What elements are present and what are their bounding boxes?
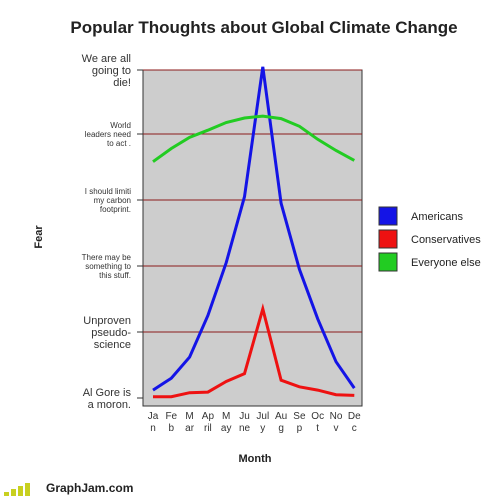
x-tick-label: Ja n xyxy=(148,411,159,434)
x-axis-title: Month xyxy=(239,453,272,465)
legend-swatch xyxy=(378,229,398,249)
footer: GraphJam.com xyxy=(0,478,504,497)
x-tick-label: Au g xyxy=(275,411,287,434)
legend-label: Conservatives xyxy=(411,234,481,246)
plot-area xyxy=(142,69,363,407)
y-tick-label: There may be something to this stuff. xyxy=(82,253,132,280)
x-tick-label: Ap ril xyxy=(202,411,215,434)
x-tick-label: Oc t xyxy=(311,411,324,434)
legend-swatch xyxy=(378,252,398,272)
series-line-everyone-else xyxy=(152,114,356,163)
legend-swatch xyxy=(378,206,398,226)
chart-title: Popular Thoughts about Global Climate Ch… xyxy=(70,18,457,37)
graphjam-logo-icon xyxy=(4,482,44,496)
series-line-americans xyxy=(152,66,356,392)
legend: Americans Conservatives Everyone else xyxy=(378,206,481,272)
series-line-conservatives xyxy=(153,303,355,399)
y-tick-label: We are all going to die! xyxy=(82,53,131,89)
x-tick-label: De c xyxy=(348,411,361,434)
x-tick-label: Fe b xyxy=(165,411,177,434)
y-axis-title: Fear xyxy=(33,225,45,249)
x-tick-label: Ju ne xyxy=(239,411,251,434)
x-tick-label: No v xyxy=(330,411,343,434)
footer-brand: GraphJam.com xyxy=(46,481,134,495)
legend-label: Americans xyxy=(411,211,463,223)
y-tick-label: I should limiti my carbon footprint. xyxy=(85,187,131,214)
y-tick-label: World leaders need to act . xyxy=(85,121,131,148)
x-tick-label: Jul y xyxy=(256,411,269,434)
y-tick-label: Unproven pseudo-science xyxy=(83,315,131,351)
y-tick-label: Al Gore is a moron. xyxy=(83,387,132,411)
x-tick-label: Se p xyxy=(293,411,306,434)
legend-label: Everyone else xyxy=(411,257,481,269)
